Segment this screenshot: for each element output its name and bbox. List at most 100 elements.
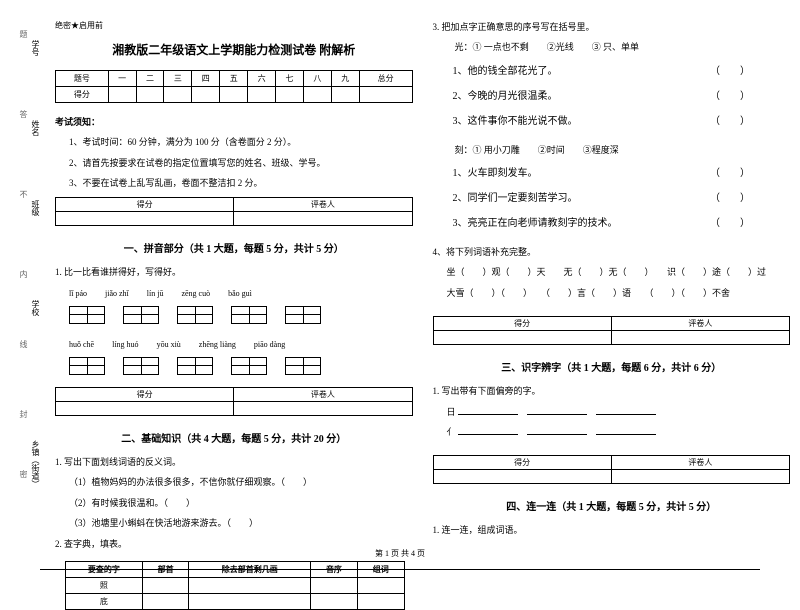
q2-1-line: （1）植物妈妈的办法很多很多，不信你就仔细观察。（ ） — [55, 475, 413, 489]
mini-h: 得分 — [56, 197, 234, 211]
side-label-class: 班级 — [30, 200, 41, 216]
secret-label: 绝密★启用前 — [55, 20, 413, 31]
q2-1: 1. 写出下面划线词语的反义词。 — [55, 455, 413, 469]
score-h: 二 — [136, 71, 164, 87]
pinyin: lǐ páo — [69, 289, 87, 298]
score-h: 一 — [108, 71, 136, 87]
score-h: 总分 — [359, 71, 412, 87]
score-h: 八 — [303, 71, 331, 87]
char-grid — [177, 306, 213, 324]
q1-1: 1. 比一比看谁拼得好，写得好。 — [55, 265, 413, 279]
section-4-title: 四、连一连（共 1 大题，每题 5 分，共计 5 分） — [433, 498, 791, 513]
look-h: 组词 — [357, 561, 404, 577]
pinyin: bǎo guì — [228, 289, 252, 298]
notice-title: 考试须知： — [55, 115, 413, 129]
notice-item: 1、考试时间：60 分钟，满分为 100 分（含卷面分 2 分）。 — [55, 135, 413, 149]
q2-4: 4、将下列词语补充完整。 — [433, 245, 791, 259]
mini-h: 得分 — [56, 387, 234, 401]
q2-3-item: 3、这件事你不能光说不做。（ ） — [433, 112, 791, 131]
seal-char: 封 — [18, 410, 29, 424]
left-column: 绝密★启用前 湘教版二年级语文上学期能力检测试卷 附解析 题号 一 二 三 四 … — [55, 20, 413, 555]
look-cell: 底 — [66, 593, 143, 609]
bracket: （ ） — [710, 112, 750, 131]
seal-char: 线 — [18, 340, 29, 354]
look-cell: 照 — [66, 577, 143, 593]
mini-h: 评卷人 — [611, 456, 789, 470]
pinyin: lín jū — [147, 289, 164, 298]
q2-1-line: （2）有时候我很温和。（ ） — [55, 496, 413, 510]
side-label-id: 学号 — [30, 40, 41, 56]
mini-h: 评卷人 — [611, 317, 789, 331]
score-h: 九 — [331, 71, 359, 87]
score-h: 七 — [276, 71, 304, 87]
grader-box: 得分评卷人 — [55, 387, 413, 416]
bracket: （ ） — [710, 164, 750, 183]
score-h: 三 — [164, 71, 192, 87]
section-2-title: 二、基础知识（共 4 大题，每题 5 分，共计 20 分） — [55, 430, 413, 445]
score-table: 题号 一 二 三 四 五 六 七 八 九 总分 得分 — [55, 70, 413, 103]
notice-item: 3、不要在试卷上乱写乱画，卷面不整洁扣 2 分。 — [55, 176, 413, 190]
grader-box: 得分评卷人 — [433, 316, 791, 345]
bracket: （ ） — [710, 87, 750, 106]
side-label-town: 乡镇（街道） — [30, 440, 41, 488]
char-grid — [69, 357, 105, 375]
mini-h: 评卷人 — [234, 197, 412, 211]
side-label-school: 学校 — [30, 300, 41, 316]
pinyin-row: lǐ páo jiǎo zhǐ lín jū zēng cuò bǎo guì — [69, 289, 413, 298]
look-h: 除去部首剩几画 — [189, 561, 311, 577]
look-h: 音序 — [311, 561, 358, 577]
look-h: 要查的字 — [66, 561, 143, 577]
char-grid — [231, 306, 267, 324]
bracket: （ ） — [710, 189, 750, 208]
q2-4-l2: 大雪（ ）（ ） （ ）言（ ）语 （ ）（ ）不舍 — [433, 286, 791, 300]
char-grid — [123, 357, 159, 375]
page-footer: 第 1 页 共 4 页 — [0, 548, 800, 559]
score-row-label: 得分 — [56, 87, 109, 103]
pinyin: jiǎo zhǐ — [105, 289, 129, 298]
seal-char: 密 — [18, 470, 29, 484]
q2-3-item2: 3、亮亮正在向老师请教刻字的技术。（ ） — [433, 214, 791, 233]
score-h: 六 — [248, 71, 276, 87]
pinyin-row: huǒ chē líng huó yōu xiù zhēng liàng piā… — [69, 340, 413, 349]
pinyin: huǒ chē — [69, 340, 94, 349]
char-grid — [285, 306, 321, 324]
section-3-title: 三、识字辨字（共 1 大题，每题 6 分，共计 6 分） — [433, 359, 791, 374]
seal-char: 答 — [18, 110, 29, 124]
pinyin: zēng cuò — [181, 289, 210, 298]
notice-item: 2、请首先按要求在试卷的指定位置填写您的姓名、班级、学号。 — [55, 156, 413, 170]
char-grid — [123, 306, 159, 324]
q2-3-item: 1、他的钱全部花光了。（ ） — [433, 62, 791, 81]
binding-margin: 学号 姓名 班级 学校 乡镇（街道） 题 答 不 内 线 封 密 — [0, 0, 50, 565]
section-1-title: 一、拼音部分（共 1 大题，每题 5 分，共计 5 分） — [55, 240, 413, 255]
q4-1: 1. 连一连，组成词语。 — [433, 523, 791, 537]
seal-char: 内 — [18, 270, 29, 284]
mini-h: 得分 — [433, 317, 611, 331]
q3-1: 1. 写出带有下面偏旁的字。 — [433, 384, 791, 398]
char-grid — [231, 357, 267, 375]
q2-3-item: 2、今晚的月光很温柔。（ ） — [433, 87, 791, 106]
char-grid — [177, 357, 213, 375]
mini-h: 得分 — [433, 456, 611, 470]
char-grid-row — [69, 357, 413, 375]
pinyin: yōu xiù — [157, 340, 181, 349]
blank-row: 亻 — [433, 425, 791, 439]
mini-h: 评卷人 — [234, 387, 412, 401]
right-column: 3. 把加点字正确意思的序号写在括号里。 光：① 一点也不剩 ②光线 ③ 只、单… — [433, 20, 791, 555]
bracket: （ ） — [710, 214, 750, 233]
pinyin: líng huó — [112, 340, 138, 349]
score-h: 五 — [220, 71, 248, 87]
q2-3-item2: 1、火车即刻发车。（ ） — [433, 164, 791, 183]
seal-char: 不 — [18, 190, 29, 204]
paper-title: 湘教版二年级语文上学期能力检测试卷 附解析 — [55, 41, 413, 58]
grader-box: 得分评卷人 — [433, 455, 791, 484]
char-grid-row — [69, 306, 413, 324]
blank-row: 日 — [433, 405, 791, 419]
side-label-name: 姓名 — [30, 120, 41, 136]
score-h: 题号 — [56, 71, 109, 87]
seal-char: 题 — [18, 30, 29, 44]
q2-3-b: 刻：① 用小刀雕 ②时间 ③程度深 — [433, 143, 791, 158]
bracket: （ ） — [710, 62, 750, 81]
look-h: 部首 — [142, 561, 189, 577]
q2-4-l1: 坐（ ）观（ ）天 无（ ）无（ ） 识（ ）途（ ）过 — [433, 265, 791, 279]
score-h: 四 — [192, 71, 220, 87]
